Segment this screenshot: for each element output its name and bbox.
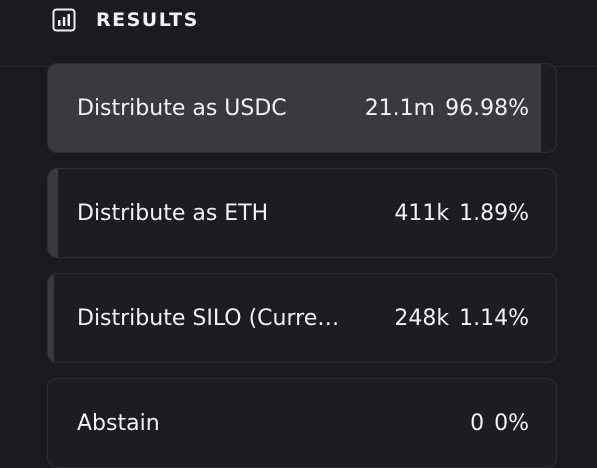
vote-count: 0 <box>470 410 485 436</box>
result-row: Distribute as USDC 21.1m 96.98% <box>77 64 529 152</box>
result-card: Abstain 0 0% <box>47 378 557 468</box>
choice-label: Distribute SILO (Curre… <box>77 305 340 331</box>
result-bar <box>48 169 58 257</box>
choice-label: Distribute as ETH <box>77 200 269 226</box>
choice-label: Distribute as USDC <box>77 95 287 121</box>
result-card: Distribute SILO (Curre… 248k 1.14% <box>47 273 557 363</box>
vote-count: 21.1m <box>364 95 436 121</box>
result-card: Distribute as ETH 411k 1.89% <box>47 168 557 258</box>
result-bar <box>48 64 541 152</box>
results-title: RESULTS <box>96 9 199 31</box>
vote-percent: 96.98% <box>445 95 529 121</box>
page: {"header": {"title": "RESULTS"}, "result… <box>0 7 597 468</box>
vote-percent: 1.89% <box>459 200 529 226</box>
result-row: Distribute SILO (Curre… 248k 1.14% <box>77 274 529 362</box>
vote-count: 248k <box>394 305 450 331</box>
vote-percent: 1.14% <box>459 305 529 331</box>
result-row: Distribute as ETH 411k 1.89% <box>77 169 529 257</box>
result-row: Abstain 0 0% <box>77 379 529 467</box>
result-bar <box>48 274 54 362</box>
choice-label: Abstain <box>77 410 160 436</box>
vote-count: 411k <box>394 200 450 226</box>
result-card: Distribute as USDC 21.1m 96.98% <box>47 63 557 153</box>
results-header: RESULTS <box>52 7 199 33</box>
results-icon <box>52 8 76 32</box>
vote-percent: 0% <box>494 410 529 436</box>
